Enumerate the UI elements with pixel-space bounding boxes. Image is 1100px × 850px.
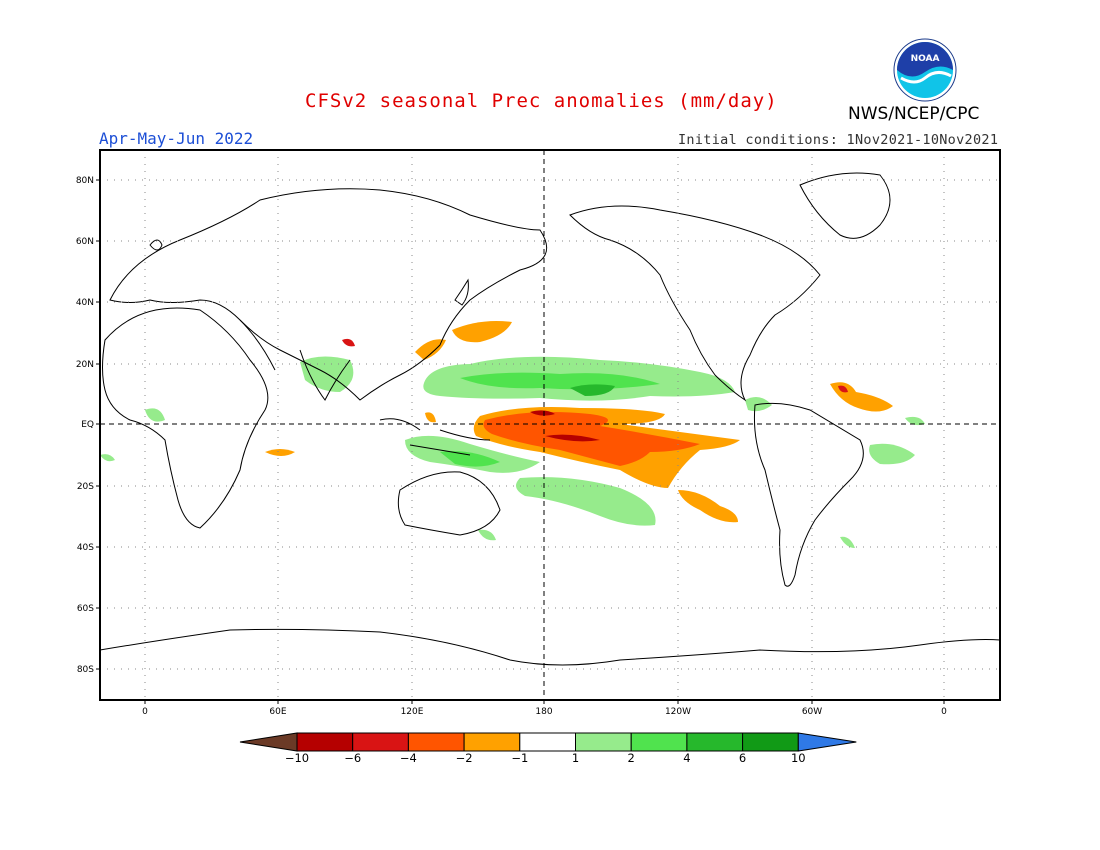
dry-anomaly-southeast-pacific (678, 490, 738, 523)
dry-anomaly-philippines (425, 412, 436, 423)
lat-tick-label: 60N (76, 237, 94, 247)
coastlines (99, 172, 1001, 666)
colorbar-segment (742, 732, 799, 752)
noaa-logo-icon: NOAA (893, 38, 957, 102)
colorbar-label: −4 (400, 751, 417, 765)
coastline-australia (397, 471, 501, 536)
coastline-africa (102, 307, 269, 529)
map-frame (99, 149, 1001, 701)
coastline-japan (454, 278, 469, 306)
dry-anomaly-indian-ocean (265, 449, 295, 456)
dry-anomaly-equatorial-peak (530, 410, 600, 442)
colorbar-label: −10 (285, 751, 309, 765)
colorbar-segment (407, 732, 465, 752)
lat-tick-label: 40S (77, 543, 94, 553)
coastline-south-america (753, 402, 864, 587)
colorbar-label: 4 (683, 751, 690, 765)
anomaly-fields (100, 321, 925, 548)
lat-tick-label: 60S (77, 604, 94, 614)
lon-tick-label: 120E (401, 707, 424, 717)
dry-anomaly-northwest-pacific (452, 321, 512, 343)
colorbar-label: −1 (511, 751, 528, 765)
lat-tick-label: EQ (81, 420, 94, 430)
page-title: CFSv2 seasonal Prec anomalies (mm/day) (305, 90, 778, 112)
colorbar-label: 6 (739, 751, 746, 765)
lon-tick-label: 120W (665, 707, 691, 717)
colorbar-arrow-high (797, 732, 857, 752)
colorbar-segment (686, 732, 744, 752)
lat-tick-label: 20N (76, 360, 94, 370)
lat-tick-label: 40N (76, 298, 94, 308)
wet-anomaly-north-pacific-core (460, 372, 660, 390)
longitude-ticks: 0 60E 120E 180 120W 60W 0 (142, 700, 947, 717)
agency-label: NWS/NCEP/CPC (848, 104, 980, 124)
wet-anomaly-north-pacific-peak (570, 384, 615, 396)
colorbar-segment (352, 732, 409, 752)
dry-anomaly-east-asia (415, 339, 446, 360)
wet-anomaly-south-pacific (516, 477, 656, 526)
wet-anomaly-west-africa (100, 454, 115, 462)
logo-text: NOAA (911, 54, 940, 64)
colorbar-label: 10 (791, 751, 806, 765)
coastline-uk (149, 239, 163, 251)
dry-anomaly-bay-of-bengal (342, 338, 355, 347)
colorbar: −10 −6 −4 −2 −1 1 2 4 6 10 (239, 732, 857, 765)
coastline-greenland (799, 172, 891, 239)
colorbar-label: −6 (344, 751, 361, 765)
wet-anomaly-south-america-east (869, 443, 915, 465)
lon-tick-label: 60E (269, 707, 286, 717)
wet-anomaly-australia-east (478, 529, 496, 541)
grid-lines (100, 150, 1000, 700)
season-label: Apr-May-Jun 2022 (99, 129, 254, 148)
colorbar-arrow-low (239, 732, 298, 752)
colorbar-segment (296, 732, 354, 752)
colorbar-segment (519, 732, 576, 752)
coastline-arabia-india (239, 319, 351, 401)
latitude-ticks: 80N 60N 40N 20N EQ 20S 40S 60S 80S (76, 176, 100, 675)
lat-tick-label: 80S (77, 665, 94, 675)
colorbar-segment (575, 732, 632, 752)
wet-anomaly-maritime-core (440, 451, 500, 467)
lon-tick-label: 0 (941, 707, 947, 717)
colorbar-label: −2 (456, 751, 473, 765)
wet-anomaly-southeast-pacific (840, 536, 855, 548)
colorbar-label: 1 (572, 751, 579, 765)
lon-tick-label: 180 (535, 707, 552, 717)
colorbar-segment (463, 732, 521, 752)
colorbar-segment (630, 732, 688, 752)
initial-conditions-label: Initial conditions: 1Nov2021-10Nov2021 (678, 132, 999, 148)
lon-tick-label: 60W (802, 707, 822, 717)
wet-anomaly-atlantic (905, 416, 925, 426)
coastline-antarctica (99, 628, 1001, 666)
coastline-europe-asia (109, 188, 548, 401)
colorbar-label: 2 (628, 751, 635, 765)
lon-tick-label: 0 (142, 707, 148, 717)
lat-tick-label: 20S (77, 482, 94, 492)
coastline-maritime-continent (379, 418, 491, 456)
dry-anomaly-atlantic-peak (838, 385, 848, 393)
wet-anomaly-east-africa (145, 408, 165, 422)
coastline-north-america (569, 205, 821, 402)
lat-tick-label: 80N (76, 176, 94, 186)
